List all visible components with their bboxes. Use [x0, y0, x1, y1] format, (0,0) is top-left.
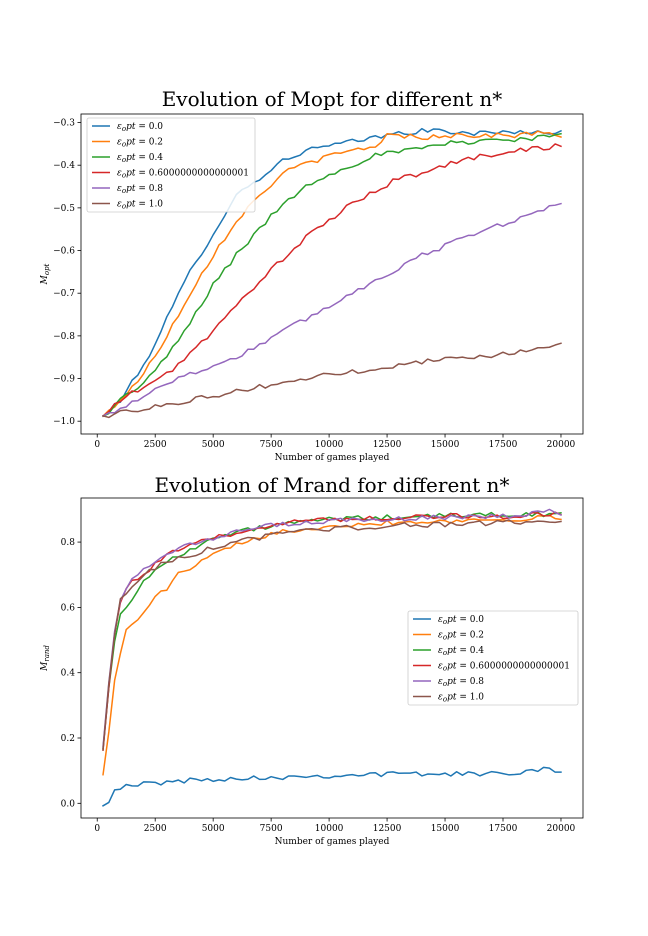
- legend: εopt = 0.0 εopt = 0.2 εopt = 0.4 εopt = 0.6…: [86, 117, 256, 213]
- x-axis-label: Number of games played: [275, 837, 390, 847]
- legend-label-5: εopt = 0.8: [117, 184, 163, 195]
- x-axis-label: Number of games played: [275, 453, 390, 463]
- x-tick-label: 12500: [373, 440, 402, 450]
- legend-label-4: εopt = 0.6000000000000001: [438, 662, 570, 673]
- series-line-2: [101, 130, 562, 418]
- legend-label-2: εopt = 0.2: [438, 631, 484, 642]
- x-tick-label: 2500: [144, 824, 167, 834]
- x-tick-label: 7500: [260, 824, 283, 834]
- x-tick-label: 10000: [315, 440, 344, 450]
- x-tick-label: 15000: [431, 824, 460, 834]
- x-tick-label: 20000: [547, 440, 576, 450]
- y-tick-label: 0.2: [61, 734, 75, 744]
- x-tick-label: 7500: [260, 440, 283, 450]
- y-tick-label: −0.3: [53, 119, 75, 129]
- plot-frame: [80, 113, 584, 435]
- series-line-1: [102, 766, 562, 807]
- x-tick-label: 0: [94, 824, 100, 834]
- x-tick-label: 5000: [202, 824, 225, 834]
- legend-box: [407, 610, 579, 706]
- x-tick-label: 2500: [144, 440, 167, 450]
- chart-1: Evolution of Mopt for different n* 0 2500 5…: [40, 87, 584, 463]
- x-tick-label: 20000: [547, 824, 576, 834]
- series-line-3: [102, 132, 562, 418]
- legend-label-6: εopt = 1.0: [438, 693, 484, 704]
- y-tick-label: −1.0: [53, 417, 75, 427]
- y-axis-label: Mopt: [40, 263, 51, 285]
- y-tick-label: 0.6: [61, 603, 76, 613]
- legend-label-2: εopt = 0.2: [117, 138, 163, 149]
- chart-title: Evolution of Mopt for different n*: [162, 87, 503, 111]
- x-tick-label: 0: [94, 440, 100, 450]
- series-line-1: [101, 127, 562, 418]
- series-line-4: [101, 143, 562, 418]
- y-tick-label: 0.8: [61, 538, 76, 548]
- chart-2: Evolution of Mrand for different n* 0 2500…: [40, 473, 584, 847]
- series-line-6: [102, 519, 562, 751]
- y-tick-label: 0.4: [61, 669, 76, 679]
- y-tick-label: −0.5: [53, 204, 75, 214]
- y-tick-label: −0.6: [53, 247, 75, 257]
- x-tick-label: 17500: [489, 824, 518, 834]
- y-tick-label: −0.8: [53, 332, 75, 342]
- legend-label-4: εopt = 0.6000000000000001: [117, 169, 249, 180]
- x-tick-label: 10000: [315, 824, 344, 834]
- series-line-5: [102, 202, 562, 417]
- x-tick-label: 12500: [373, 824, 402, 834]
- legend: εopt = 0.0 εopt = 0.2 εopt = 0.4 εopt = 0.6…: [407, 610, 579, 706]
- x-tick-label: 15000: [431, 440, 460, 450]
- legend-label-1: εopt = 0.0: [117, 122, 163, 133]
- x-tick-label: 17500: [489, 440, 518, 450]
- series-line-2: [102, 514, 562, 776]
- y-tick-label: 0.0: [61, 799, 76, 809]
- legend-box: [86, 117, 256, 213]
- series-line-5: [102, 508, 562, 748]
- series-group: [101, 127, 562, 419]
- y-axis-label: Mrand: [40, 645, 51, 672]
- y-tick-label: −0.4: [53, 161, 75, 171]
- legend-label-3: εopt = 0.4: [117, 153, 163, 164]
- chart-title: Evolution of Mrand for different n*: [155, 473, 510, 497]
- series-group: [102, 508, 562, 807]
- y-tick-label: −0.9: [53, 375, 75, 385]
- legend-label-5: εopt = 0.8: [438, 677, 484, 688]
- legend-label-3: εopt = 0.4: [438, 646, 484, 657]
- legend-label-6: εopt = 1.0: [117, 200, 163, 211]
- x-tick-label: 5000: [202, 440, 225, 450]
- legend-label-1: εopt = 0.0: [438, 615, 484, 626]
- plot-frame: [80, 497, 584, 819]
- y-tick-label: −0.7: [53, 289, 75, 299]
- series-line-6: [102, 342, 562, 419]
